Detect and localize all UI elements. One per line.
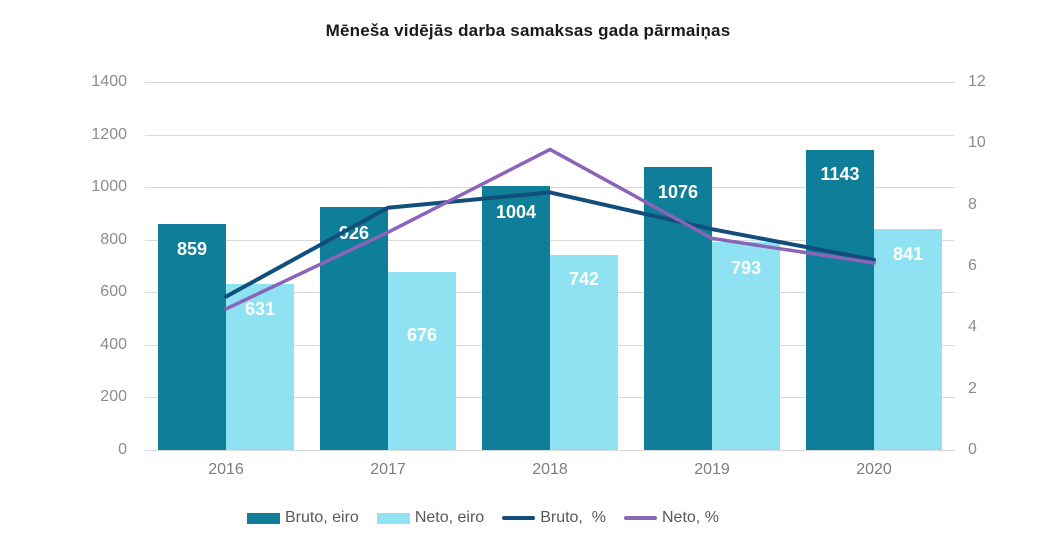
- left-axis-tick-label: 1200: [91, 125, 127, 143]
- right-axis-tick-label: 8: [968, 195, 977, 213]
- left-axis-tick-label: 200: [100, 388, 127, 406]
- legend-label: Neto, %: [662, 509, 719, 526]
- left-axis-tick-label: 800: [100, 230, 127, 248]
- legend-item: Bruto, eiro: [247, 508, 359, 528]
- bruto-percent-line: [224, 190, 876, 299]
- left-axis-tick-label: 0: [118, 441, 127, 458]
- bar-value-label: 1143: [820, 163, 860, 184]
- bar-value-label: 793: [730, 257, 762, 278]
- bar-value-label: 926: [338, 222, 370, 243]
- legend-bar-swatch: [376, 512, 410, 524]
- x-axis-category-label: 2017: [370, 461, 406, 478]
- x-axis-category-label: 2016: [208, 461, 244, 478]
- right-axis-tick-label: 12: [968, 73, 986, 90]
- x-axis-category-label: 2018: [532, 461, 568, 478]
- bruto-bar: 1004: [482, 186, 550, 450]
- legend-line-swatch: [502, 516, 536, 520]
- bruto-bar: 1143: [806, 149, 874, 450]
- left-axis-tick-label: 1400: [91, 73, 127, 90]
- bruto-bar: 859: [158, 224, 226, 450]
- bar-value-label: 1076: [657, 182, 699, 203]
- neto-bar: 793: [712, 241, 780, 450]
- legend-label: Bruto, eiro: [285, 509, 359, 526]
- gridline: [145, 134, 955, 136]
- lines-layer: [224, 147, 876, 311]
- left-axis-tick-label: 600: [100, 283, 127, 301]
- right-axis-tick-label: 4: [968, 318, 977, 336]
- legend-label: Neto, eiro: [414, 509, 485, 526]
- gridline: [145, 450, 955, 451]
- legend: Bruto, eiro Neto, eiro Bruto, % Neto, %: [247, 508, 719, 528]
- right-axis-tick-label: 6: [968, 257, 977, 274]
- right-axis-tick-label: 0: [968, 441, 977, 458]
- x-axis-category-label: 2020: [856, 461, 892, 478]
- legend-item: Neto, %: [624, 508, 719, 528]
- neto-bar: 841: [874, 228, 942, 450]
- left-axis-tick-label: 400: [100, 335, 127, 353]
- left-axis-tick-label: 1000: [91, 178, 127, 196]
- gridline: [145, 82, 955, 83]
- right-axis-tick-label: 10: [968, 134, 986, 152]
- neto-percent-line: [224, 147, 876, 311]
- legend-line-swatch: [624, 516, 657, 520]
- gridline: [145, 239, 955, 241]
- plot-area: 859 926 1004 1076 1143 631 676 742 793 841: [145, 82, 955, 451]
- bar-value-label: 631: [244, 299, 276, 320]
- neto-bar: 631: [226, 284, 294, 450]
- neto-bar: 742: [550, 254, 618, 450]
- legend-bar-swatch: [247, 512, 280, 524]
- bar-value-label: 841: [892, 243, 924, 264]
- chart-title: Mēneša vidējās darba samaksas gada pārma…: [325, 21, 731, 40]
- right-axis-tick-label: 2: [968, 379, 977, 397]
- neto-bar: 676: [388, 272, 456, 450]
- legend-item: Neto, eiro: [376, 508, 485, 528]
- bar-value-label: 1004: [495, 202, 537, 223]
- legend-label: Bruto, %: [540, 509, 606, 526]
- bar-value-label: 742: [568, 268, 600, 289]
- gridline: [145, 187, 955, 189]
- bar-value-label: 676: [406, 325, 438, 346]
- legend-item: Bruto, %: [502, 508, 606, 528]
- x-axis-category-label: 2019: [694, 461, 730, 478]
- bar-value-label: 859: [176, 239, 208, 260]
